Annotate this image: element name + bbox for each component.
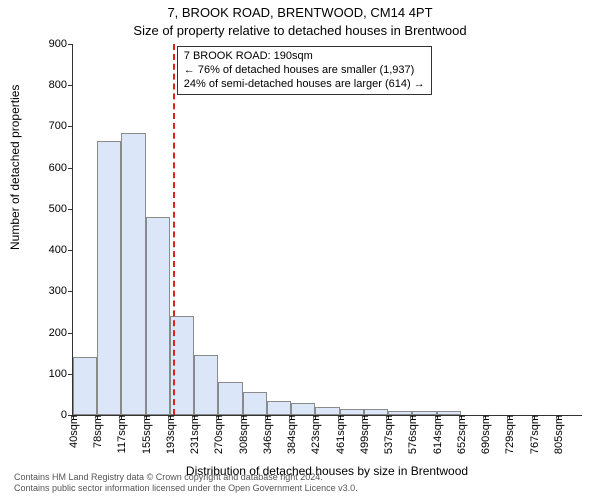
bar: [194, 355, 218, 415]
bar: [243, 392, 267, 415]
x-tick-label: 690sqm: [480, 415, 492, 454]
bar: [291, 403, 315, 415]
x-tick-label: 40sqm: [68, 415, 80, 448]
x-tick-label: 461sqm: [335, 415, 347, 454]
x-tick-label: 576sqm: [407, 415, 419, 454]
plot-area: 7 BROOK ROAD: 190sqm ← 76% of detached h…: [72, 44, 582, 416]
y-tick-mark: [68, 291, 73, 292]
x-tick-label: 270sqm: [213, 415, 225, 454]
bar: [146, 217, 170, 415]
title-address: 7, BROOK ROAD, BRENTWOOD, CM14 4PT: [0, 4, 600, 22]
x-tick-label: 231sqm: [189, 415, 201, 454]
x-tick-label: 346sqm: [262, 415, 274, 454]
x-tick-label: 155sqm: [141, 415, 153, 454]
x-tick-label: 499sqm: [359, 415, 371, 454]
x-tick-label: 78sqm: [92, 415, 104, 448]
title-block: 7, BROOK ROAD, BRENTWOOD, CM14 4PT Size …: [0, 0, 600, 41]
y-tick-mark: [68, 44, 73, 45]
bar: [121, 133, 145, 415]
bar: [267, 401, 291, 415]
footer-attribution: Contains HM Land Registry data © Crown c…: [14, 472, 358, 494]
bar: [97, 141, 121, 415]
x-tick-label: 729sqm: [504, 415, 516, 454]
annotation-line-1: 7 BROOK ROAD: 190sqm: [184, 50, 425, 64]
x-tick-label: 652sqm: [456, 415, 468, 454]
x-tick-label: 614sqm: [432, 415, 444, 454]
x-tick-label: 384sqm: [286, 415, 298, 454]
reference-line: [173, 44, 175, 415]
x-tick-label: 423sqm: [310, 415, 322, 454]
y-tick-mark: [68, 374, 73, 375]
y-axis-label: Number of detached properties: [8, 85, 22, 250]
footer-line-2: Contains public sector information licen…: [14, 483, 358, 494]
y-tick-mark: [68, 85, 73, 86]
x-tick-label: 805sqm: [553, 415, 565, 454]
y-tick-mark: [68, 250, 73, 251]
footer-line-1: Contains HM Land Registry data © Crown c…: [14, 472, 358, 483]
x-tick-label: 767sqm: [529, 415, 541, 454]
x-tick-label: 537sqm: [383, 415, 395, 454]
y-tick-mark: [68, 126, 73, 127]
y-tick-mark: [68, 333, 73, 334]
chart-container: 7, BROOK ROAD, BRENTWOOD, CM14 4PT Size …: [0, 0, 600, 500]
annotation-line-3: 24% of semi-detached houses are larger (…: [184, 78, 425, 92]
bar: [315, 407, 339, 415]
annotation-line-2: ← 76% of detached houses are smaller (1,…: [184, 64, 425, 78]
x-tick-label: 193sqm: [165, 415, 177, 454]
annotation-box: 7 BROOK ROAD: 190sqm ← 76% of detached h…: [177, 46, 432, 95]
bars-layer: [73, 44, 582, 415]
y-tick-mark: [68, 209, 73, 210]
y-tick-mark: [68, 168, 73, 169]
bar: [218, 382, 242, 415]
x-tick-label: 308sqm: [238, 415, 250, 454]
title-subtitle: Size of property relative to detached ho…: [0, 22, 600, 40]
bar: [73, 357, 97, 415]
x-tick-label: 117sqm: [116, 415, 128, 453]
plot-inner: 7 BROOK ROAD: 190sqm ← 76% of detached h…: [72, 44, 582, 416]
